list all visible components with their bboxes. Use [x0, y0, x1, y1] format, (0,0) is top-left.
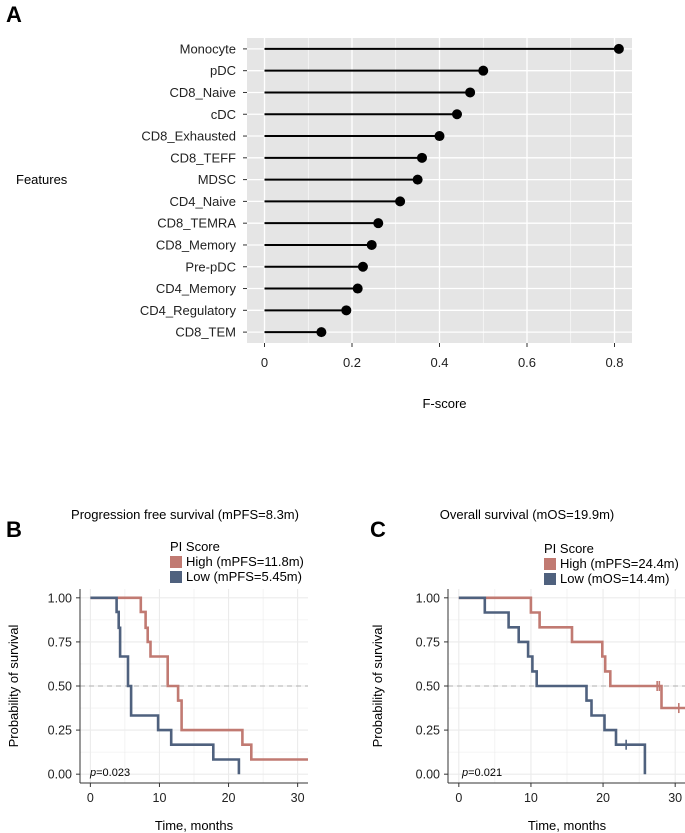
survival-curves [90, 596, 308, 775]
lollipop-point [316, 327, 327, 338]
panel-label-a: A [6, 2, 22, 27]
lollipop-point [352, 283, 363, 294]
p-value-number: =0.021 [468, 767, 502, 779]
y-tick-label: Monocyte [180, 41, 236, 56]
x-tick-label: 30 [291, 791, 305, 805]
x-tick-label: 20 [596, 791, 610, 805]
y-tick-label: 0.75 [48, 635, 72, 649]
y-tick-label: CD8_Exhausted [141, 129, 236, 144]
pfs-km-chart: Progression free survival (mPFS=8.3m) PI… [6, 507, 308, 833]
x-axis-title: Time, months [155, 818, 234, 833]
x-axis-title: Time, months [528, 818, 607, 833]
feature-importance-chart: Monocyte pDC CD8_Naive cDC CD8_Exhausted CD8_… [16, 38, 632, 411]
x-tick-labels: 0 10 20 30 [455, 783, 682, 805]
y-tick-label: CD8_TEM [175, 325, 236, 340]
x-tick-label: 0.2 [343, 355, 361, 370]
p-value-number: =0.023 [96, 767, 130, 779]
x-tick-labels: 0 10 20 30 [87, 783, 305, 805]
y-tick-labels: 0.00 0.25 0.50 0.75 1.00 [48, 591, 80, 782]
y-tick-label: 0.25 [416, 724, 440, 738]
survival-curve-low [458, 596, 647, 775]
p-value: p=0.021 [461, 767, 502, 779]
x-axis-title: F-score [422, 396, 466, 411]
p-value-symbol: p [461, 767, 468, 779]
legend-key-high [170, 556, 182, 568]
legend-label-low: Low (mPFS=5.45m) [186, 569, 302, 584]
y-axis-title: Probability of survival [6, 624, 21, 747]
y-tick-label: MDSC [198, 172, 236, 187]
y-tick-label: 0.50 [416, 680, 440, 694]
y-tick-label: 1.00 [416, 591, 440, 605]
y-tick-labels: 0.00 0.25 0.50 0.75 1.00 [416, 591, 448, 782]
y-tick-label: CD4_Naive [170, 194, 236, 209]
x-tick-label: 10 [153, 791, 167, 805]
legend-key-low [544, 573, 556, 585]
p-value-symbol: p [89, 767, 96, 779]
y-tick-label: CD8_TEFF [170, 150, 236, 165]
y-axis-title: Probability of survival [370, 624, 385, 747]
lollipop-marks [264, 43, 624, 338]
panel-label-b: B [6, 517, 22, 542]
survival-curve-high [458, 596, 685, 710]
lollipop-point [478, 65, 489, 76]
lollipop-point [613, 43, 624, 54]
lollipop-point [395, 196, 406, 207]
legend-label-high: High (mPFS=24.4m) [560, 556, 679, 571]
lollipop-point [417, 152, 427, 163]
y-tick-label: 0.50 [48, 680, 72, 694]
y-tick-label: CD8_Memory [156, 237, 237, 252]
y-tick-label: CD8_TEMRA [157, 216, 236, 231]
survival-curves [458, 596, 685, 775]
x-tick-label: 0.4 [430, 355, 448, 370]
legend-label-low: Low (mOS=14.4m) [560, 571, 669, 586]
lollipop-point [412, 174, 423, 185]
x-tick-label: 0.8 [605, 355, 623, 370]
lollipop-point [434, 131, 445, 142]
y-tick-label: 0.75 [416, 635, 440, 649]
legend-title: PI Score [170, 539, 220, 554]
x-tick-label: 0 [261, 355, 268, 370]
y-tick-label: 0.00 [48, 768, 72, 782]
panel-label-c: C [370, 517, 386, 542]
x-tick-label: 30 [668, 791, 682, 805]
y-tick-label: 0.00 [416, 768, 440, 782]
legend-key-low [170, 571, 182, 583]
survival-curve-low [90, 596, 241, 775]
legend-title: PI Score [544, 541, 594, 556]
y-tick-label: 0.25 [48, 724, 72, 738]
x-tick-label: 0 [87, 791, 94, 805]
lollipop-point [357, 261, 368, 272]
lollipop-point [341, 305, 352, 316]
y-tick-label: Pre-pDC [185, 259, 236, 274]
lollipop-point [373, 218, 384, 229]
legend-key-high [544, 558, 556, 570]
x-tick-label: 20 [222, 791, 236, 805]
y-axis-title: Features [16, 172, 68, 187]
lollipop-point [465, 87, 476, 98]
p-value: p=0.023 [89, 767, 130, 779]
legend-label-high: High (mPFS=11.8m) [186, 554, 304, 569]
y-tick-label: CD4_Regulatory [140, 303, 237, 318]
os-km-chart: Overall survival (mOS=19.9m) PI Score Hi… [370, 507, 685, 833]
y-tick-label: cDC [211, 107, 236, 122]
x-tick-label: 0 [455, 791, 462, 805]
y-tick-label: pDC [210, 63, 236, 78]
y-tick-label: CD8_Naive [170, 85, 236, 100]
chart-title: Overall survival (mOS=19.9m) [440, 507, 614, 522]
lollipop-point [452, 109, 462, 120]
x-tick-labels: 0 0.2 0.4 0.6 0.8 [261, 343, 624, 370]
y-tick-label: CD4_Memory [156, 281, 237, 296]
y-tick-labels: Monocyte pDC CD8_Naive cDC CD8_Exhausted CD8_… [140, 41, 247, 340]
survival-curve-high [90, 596, 308, 761]
chart-title: Progression free survival (mPFS=8.3m) [71, 507, 299, 522]
lollipop-point [366, 239, 377, 250]
x-tick-label: 0.6 [518, 355, 536, 370]
x-tick-label: 10 [524, 791, 538, 805]
y-tick-label: 1.00 [48, 591, 72, 605]
